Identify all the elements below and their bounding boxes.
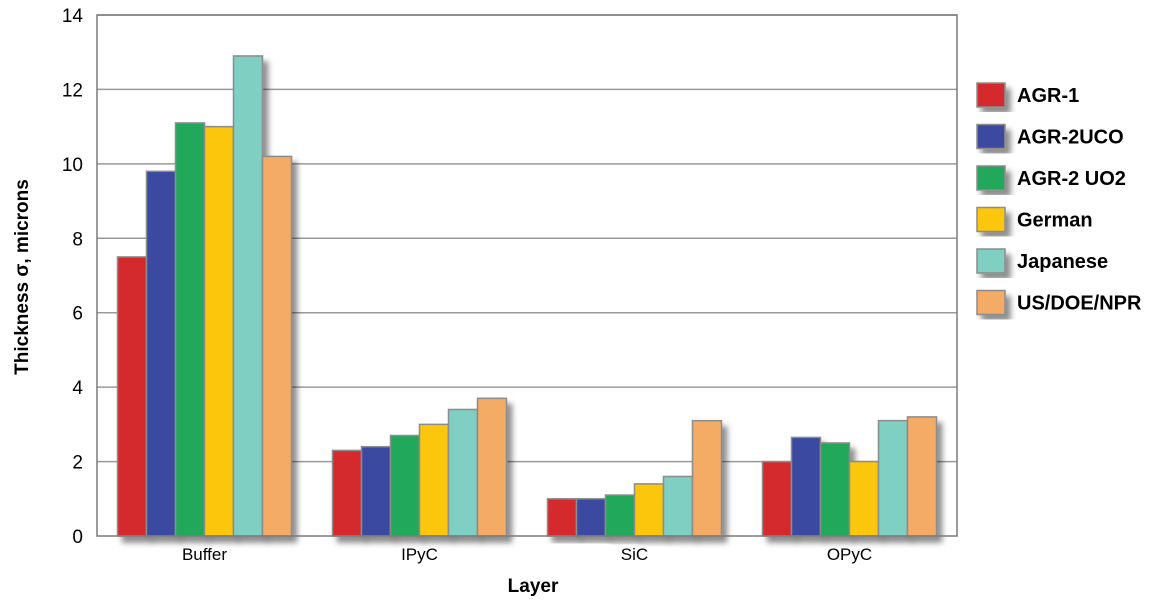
bar xyxy=(447,408,479,537)
y-tick-label: 12 xyxy=(62,80,83,101)
legend-label: AGR-1 xyxy=(1017,85,1079,107)
bar xyxy=(546,498,578,537)
plot-frame xyxy=(96,14,958,537)
legend-swatch xyxy=(976,82,1006,108)
y-tick-label: 10 xyxy=(62,155,83,176)
bar xyxy=(761,460,793,537)
bar xyxy=(877,419,909,537)
y-tick-label: 2 xyxy=(72,453,83,474)
legend-label: US/DOE/NPR xyxy=(1017,293,1142,315)
bar xyxy=(691,419,723,537)
legend-swatch xyxy=(976,206,1006,233)
legend-label: Japanese xyxy=(1017,251,1108,273)
bar xyxy=(476,397,508,537)
y-tick-label: 8 xyxy=(72,229,83,250)
x-tick-label: IPyC xyxy=(401,545,438,564)
bar xyxy=(604,494,636,537)
bar xyxy=(389,434,421,537)
bar xyxy=(906,416,938,537)
bar xyxy=(418,423,450,537)
bar xyxy=(790,436,822,537)
axes: 0 2 4 6 8 10 12 14 Buffer IPyC SiC OPyC xyxy=(62,6,958,564)
bar xyxy=(203,125,235,537)
bar xyxy=(232,55,264,537)
x-tick-label: OPyC xyxy=(827,545,872,564)
bar xyxy=(174,122,206,537)
bar xyxy=(261,155,293,537)
legend-label: AGR-2 UO2 xyxy=(1017,168,1126,190)
y-tick-label: 6 xyxy=(72,304,83,325)
y-tick-label: 14 xyxy=(62,6,84,27)
legend-label: AGR-2UCO xyxy=(1017,127,1124,149)
legend-swatch xyxy=(976,123,1006,150)
bar xyxy=(575,498,607,537)
x-tick-label: SiC xyxy=(621,545,648,564)
y-tick-label: 0 xyxy=(72,527,83,548)
y-axis-title: Thickness σ, microns xyxy=(12,179,33,375)
legend: AGR-1 AGR-2UCO AGR-2 UO2 German Japanese US/D… xyxy=(976,82,1142,316)
bar xyxy=(662,475,694,537)
legend-swatch xyxy=(976,289,1006,316)
legend-swatch xyxy=(976,165,1006,191)
x-tick-label: Buffer xyxy=(182,545,227,564)
y-tick-label: 4 xyxy=(72,378,83,399)
bar xyxy=(633,483,665,537)
bar xyxy=(360,445,392,537)
legend-label: German xyxy=(1017,210,1093,232)
bar xyxy=(145,170,177,537)
legend-swatch xyxy=(976,248,1006,274)
bar xyxy=(819,442,851,537)
bar xyxy=(331,449,363,537)
bar xyxy=(116,256,148,537)
x-axis-title: Layer xyxy=(508,576,559,597)
bars xyxy=(116,55,938,537)
bar xyxy=(848,460,880,537)
